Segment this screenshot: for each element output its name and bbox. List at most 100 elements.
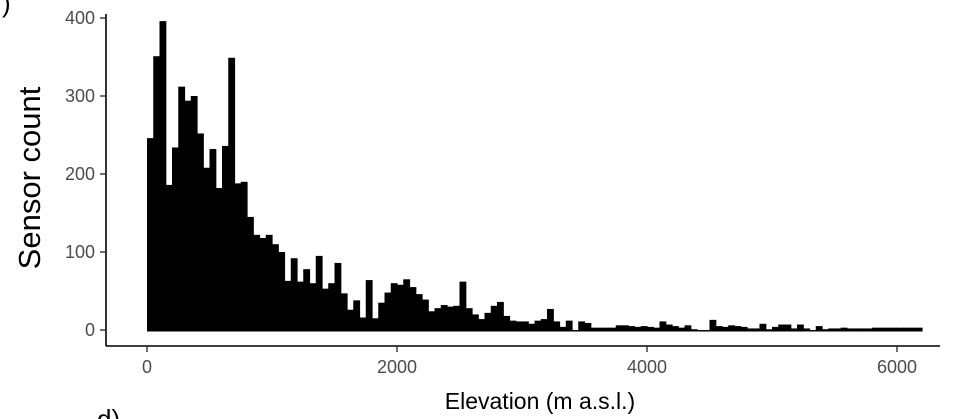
- histogram-bar: [822, 329, 829, 332]
- y-tick-label: 100: [65, 242, 95, 262]
- histogram-bar: [740, 326, 748, 332]
- x-tick-label: 4000: [627, 357, 667, 377]
- histogram-bar: [647, 326, 654, 332]
- histogram-bar: [215, 188, 223, 332]
- panel-label-bottom: d): [97, 404, 120, 419]
- histogram-bar: [522, 321, 529, 332]
- histogram-bar: [565, 320, 573, 332]
- x-axis-ticks: 0 2000 4000 6000: [142, 346, 917, 377]
- histogram-bar: [272, 244, 279, 332]
- histogram-bar: [659, 321, 667, 332]
- histogram-bar: [290, 258, 298, 332]
- histogram-bars: [147, 21, 923, 332]
- histogram-bar: [878, 327, 886, 332]
- histogram-bar: [628, 326, 636, 332]
- histogram-bar: [797, 324, 804, 332]
- y-tick-label: 0: [85, 320, 95, 340]
- histogram-bar: [903, 327, 911, 332]
- histogram-bar: [784, 324, 792, 332]
- histogram-bar: [803, 328, 811, 332]
- histogram-bar: [703, 330, 711, 332]
- y-axis-title: Sensor count: [12, 86, 47, 269]
- histogram-bar: [347, 309, 354, 332]
- histogram-bar: [653, 327, 661, 332]
- histogram-bar: [403, 279, 411, 332]
- histogram-bar: [240, 181, 248, 332]
- histogram-bar: [359, 317, 367, 332]
- x-tick-label: 0: [142, 357, 152, 377]
- histogram-bar: [153, 56, 161, 332]
- histogram-bar: [334, 262, 342, 332]
- histogram-bar: [909, 327, 917, 332]
- histogram-bar: [415, 294, 423, 332]
- histogram-bar: [597, 327, 604, 332]
- panel-label-top: ): [2, 0, 11, 18]
- histogram-bar: [409, 287, 417, 332]
- histogram-bar: [234, 183, 242, 332]
- histogram-bar: [190, 96, 198, 332]
- histogram-bar: [465, 308, 473, 332]
- histogram-bar: [672, 326, 679, 332]
- histogram-bar: [609, 327, 617, 332]
- histogram-bar: [559, 326, 567, 332]
- histogram-bar: [697, 330, 704, 332]
- histogram-bar: [615, 325, 623, 332]
- histogram-bar: [490, 305, 498, 332]
- histogram-bar: [690, 329, 698, 332]
- histogram-bar: [809, 330, 817, 332]
- histogram-bar: [847, 328, 854, 332]
- histogram-bar: [253, 234, 261, 332]
- y-tick-label: 400: [65, 8, 95, 28]
- histogram-bar: [297, 281, 304, 332]
- histogram-bar: [853, 328, 861, 332]
- histogram-bar: [247, 216, 254, 332]
- histogram-bar: [665, 324, 673, 332]
- x-axis-title: Elevation (m a.s.l.): [445, 388, 635, 414]
- histogram-bar: [459, 281, 467, 332]
- histogram-bar: [497, 301, 504, 332]
- histogram-bar: [772, 326, 779, 332]
- histogram-bar: [259, 237, 267, 332]
- histogram-bar: [815, 326, 823, 332]
- histogram-bar: [340, 293, 348, 332]
- histogram-bar: [865, 328, 873, 332]
- x-tick-label: 6000: [877, 357, 917, 377]
- histogram-bar: [753, 328, 761, 332]
- histogram-bar: [790, 328, 798, 332]
- histogram-bar: [884, 327, 892, 332]
- histogram-bar: [184, 100, 192, 332]
- histogram-bar: [509, 320, 517, 332]
- histogram-bar: [584, 322, 592, 332]
- histogram-bar: [540, 319, 548, 332]
- histogram-bar: [572, 330, 579, 332]
- histogram-bar: [453, 305, 461, 332]
- histogram-bar: [622, 325, 629, 332]
- histogram-bar: [503, 315, 511, 332]
- histogram-bar: [759, 323, 767, 332]
- histogram-bar: [428, 311, 436, 332]
- x-tick-label: 2000: [377, 357, 417, 377]
- histogram-bar: [734, 326, 742, 332]
- histogram-bar: [872, 327, 879, 332]
- histogram-bar: [534, 320, 542, 332]
- histogram-bar: [515, 321, 523, 332]
- histogram-bar: [447, 306, 454, 332]
- histogram-bar: [434, 308, 442, 332]
- histogram-bar: [890, 327, 898, 332]
- histogram-bar: [390, 283, 398, 332]
- histogram-bar: [422, 299, 429, 332]
- y-tick-label: 300: [65, 86, 95, 106]
- histogram-bar: [765, 329, 773, 332]
- histogram-bar: [147, 138, 154, 332]
- histogram-bar: [303, 269, 311, 332]
- histogram-bar: [578, 321, 586, 332]
- histogram-bar: [828, 328, 836, 332]
- histogram-bar: [859, 328, 867, 332]
- histogram-bar: [222, 145, 229, 332]
- histogram-bar: [478, 319, 486, 332]
- histogram-bar: [715, 326, 723, 332]
- histogram-bar: [915, 327, 923, 332]
- histogram-bar: [315, 255, 323, 332]
- histogram-bar: [547, 308, 554, 332]
- y-tick-label: 200: [65, 164, 95, 184]
